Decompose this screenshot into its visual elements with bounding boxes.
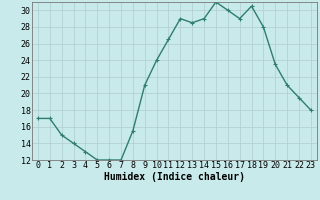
X-axis label: Humidex (Indice chaleur): Humidex (Indice chaleur) [104, 172, 245, 182]
